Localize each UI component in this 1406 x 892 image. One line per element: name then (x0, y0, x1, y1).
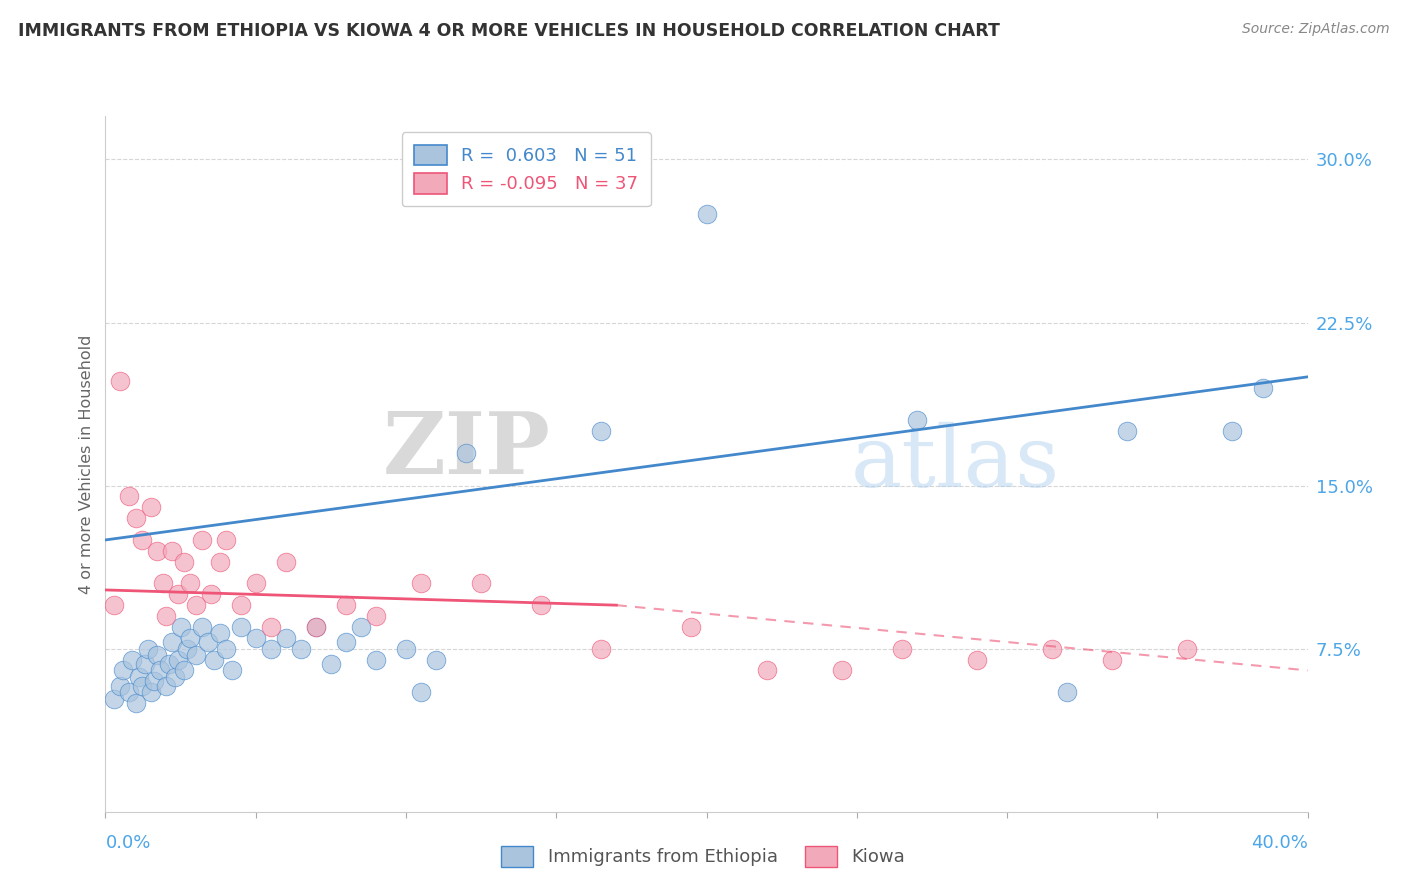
Text: IMMIGRANTS FROM ETHIOPIA VS KIOWA 4 OR MORE VEHICLES IN HOUSEHOLD CORRELATION CH: IMMIGRANTS FROM ETHIOPIA VS KIOWA 4 OR M… (18, 22, 1000, 40)
Point (364, 652, 387, 666)
Legend: Immigrants from Ethiopia, Kiowa: Immigrants from Ethiopia, Kiowa (494, 838, 912, 874)
Point (110, 374, 132, 388)
Point (160, 544, 183, 558)
Point (696, 207, 718, 221)
Point (1040, 641, 1063, 656)
Point (103, 691, 125, 706)
Point (169, 620, 191, 634)
Point (190, 533, 212, 547)
Point (1251, 381, 1274, 395)
Point (831, 664, 853, 678)
Point (128, 670, 150, 684)
Point (166, 652, 188, 666)
Point (173, 555, 195, 569)
Point (179, 631, 201, 645)
Point (152, 576, 174, 591)
Point (245, 631, 267, 645)
Point (1056, 685, 1078, 699)
Text: Source: ZipAtlas.com: Source: ZipAtlas.com (1241, 22, 1389, 37)
Point (157, 657, 180, 671)
Point (890, 641, 912, 656)
Text: 40.0%: 40.0% (1251, 834, 1308, 852)
Point (103, 598, 125, 612)
Point (155, 609, 177, 624)
Point (184, 598, 207, 612)
Point (190, 620, 212, 634)
Point (202, 652, 225, 666)
Point (755, 664, 778, 678)
Point (591, 641, 613, 656)
Point (274, 631, 297, 645)
Point (124, 696, 146, 710)
Point (1175, 641, 1198, 656)
Legend: R =  0.603   N = 51, R = -0.095   N = 37: R = 0.603 N = 51, R = -0.095 N = 37 (402, 132, 651, 206)
Point (530, 598, 553, 612)
Point (197, 635, 219, 649)
Point (350, 620, 373, 634)
Point (118, 490, 141, 504)
Text: atlas: atlas (851, 422, 1060, 506)
Point (274, 555, 297, 569)
Point (112, 664, 135, 678)
Point (110, 679, 132, 693)
Point (456, 446, 478, 460)
Point (145, 648, 167, 662)
Point (409, 576, 432, 591)
Point (166, 587, 188, 601)
Text: 0.0%: 0.0% (105, 834, 150, 852)
Point (139, 500, 162, 515)
Point (335, 635, 357, 649)
Point (208, 626, 231, 640)
Point (364, 609, 387, 624)
Point (173, 664, 195, 678)
Point (409, 685, 432, 699)
Point (905, 413, 928, 427)
Point (155, 679, 177, 693)
Point (179, 576, 201, 591)
Point (305, 620, 328, 634)
Point (395, 641, 418, 656)
Point (160, 635, 183, 649)
Point (1116, 424, 1139, 438)
Point (260, 620, 283, 634)
Point (131, 533, 153, 547)
Point (1101, 652, 1123, 666)
Point (305, 620, 328, 634)
Point (470, 576, 492, 591)
Point (208, 555, 231, 569)
Point (139, 685, 162, 699)
Point (145, 544, 167, 558)
Point (134, 657, 156, 671)
Point (319, 657, 342, 671)
Point (290, 641, 312, 656)
Text: ZIP: ZIP (382, 408, 550, 491)
Point (245, 576, 267, 591)
Point (176, 641, 198, 656)
Point (131, 679, 153, 693)
Point (229, 620, 252, 634)
Point (214, 641, 236, 656)
Point (124, 511, 146, 525)
Point (335, 598, 357, 612)
Point (229, 598, 252, 612)
Point (200, 587, 222, 601)
Point (142, 674, 165, 689)
Point (260, 641, 283, 656)
Y-axis label: 4 or more Vehicles in Household: 4 or more Vehicles in Household (79, 334, 94, 593)
Point (148, 664, 170, 678)
Point (214, 533, 236, 547)
Point (966, 652, 988, 666)
Point (681, 620, 703, 634)
Point (425, 652, 447, 666)
Point (163, 670, 186, 684)
Point (184, 648, 207, 662)
Point (118, 685, 141, 699)
Point (121, 652, 143, 666)
Point (136, 641, 159, 656)
Point (591, 424, 613, 438)
Point (1222, 424, 1244, 438)
Point (221, 664, 243, 678)
